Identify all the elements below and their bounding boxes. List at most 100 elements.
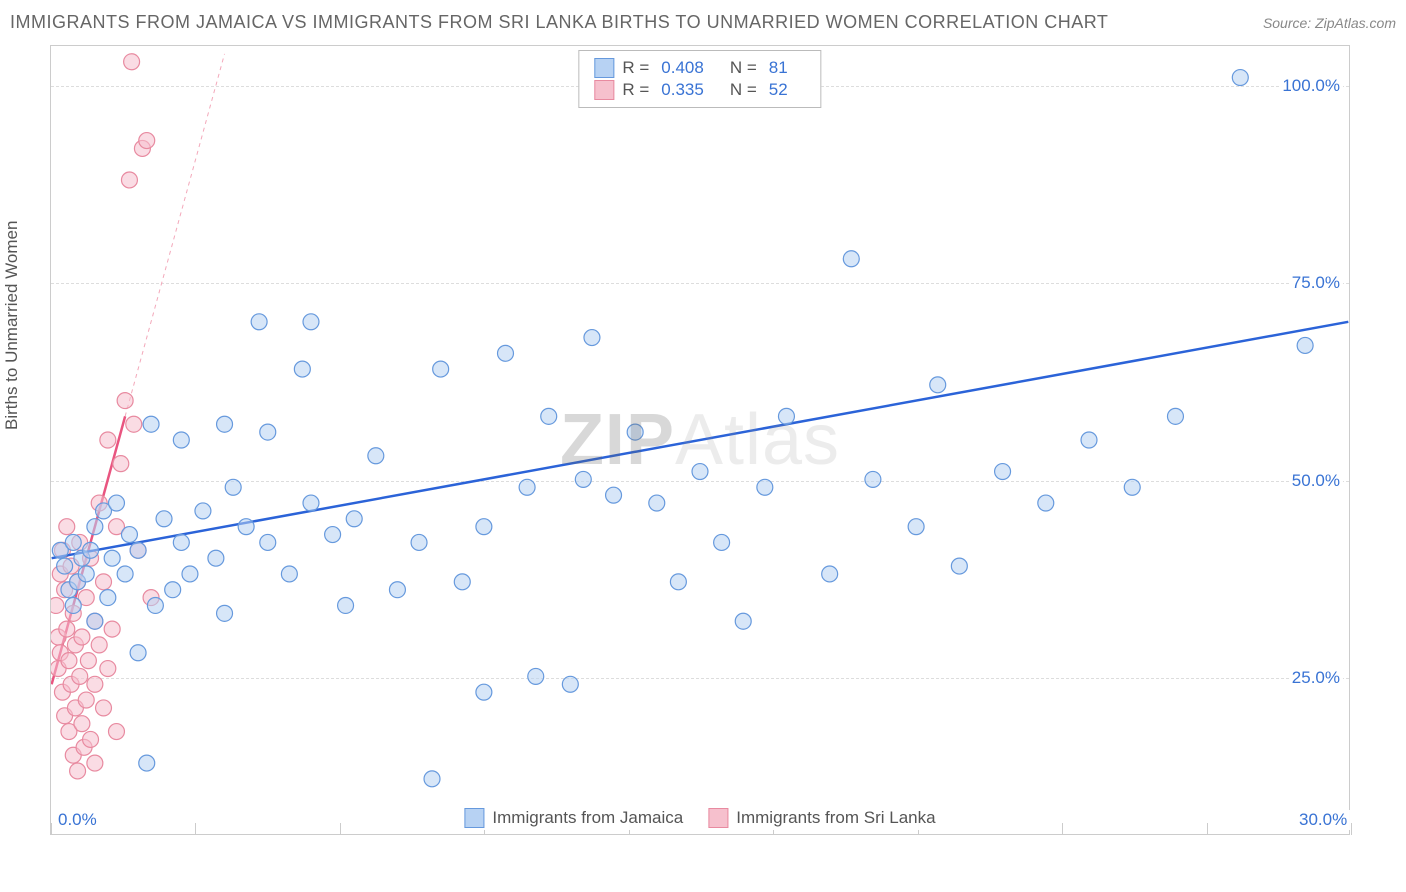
data-point (117, 566, 133, 582)
data-point (584, 330, 600, 346)
legend-stats-row-2: R = 0.335 N = 52 (594, 80, 805, 100)
r-label: R = (622, 80, 649, 100)
y-axis-label: Births to Unmarried Women (2, 221, 22, 430)
data-point (1124, 479, 1140, 495)
legend-series: Immigrants from Jamaica Immigrants from … (456, 806, 943, 830)
data-point (281, 566, 297, 582)
y-tick-label: 75.0% (1289, 273, 1343, 293)
data-point (217, 605, 233, 621)
n-label: N = (730, 80, 757, 100)
data-point (78, 566, 94, 582)
data-point (51, 598, 64, 614)
data-point (843, 251, 859, 267)
data-point (454, 574, 470, 590)
data-point (930, 377, 946, 393)
data-point (670, 574, 686, 590)
data-point (865, 471, 881, 487)
data-point (627, 424, 643, 440)
data-point (83, 731, 99, 747)
data-point (143, 416, 159, 432)
y-tick-label: 100.0% (1279, 76, 1343, 96)
data-point (325, 527, 341, 543)
data-point (251, 314, 267, 330)
x-tick-label: 30.0% (1296, 810, 1350, 830)
data-point (100, 590, 116, 606)
data-point (61, 653, 77, 669)
swatch-srilanka-icon (594, 80, 614, 100)
swatch-jamaica-icon (464, 808, 484, 828)
data-point (303, 495, 319, 511)
data-point (173, 534, 189, 550)
data-point (476, 684, 492, 700)
data-point (368, 448, 384, 464)
data-point (70, 763, 86, 779)
data-point (389, 582, 405, 598)
r-value-srilanka: 0.335 (661, 80, 704, 100)
data-point (113, 456, 129, 472)
data-point (78, 692, 94, 708)
data-point (165, 582, 181, 598)
data-point (528, 668, 544, 684)
data-point (59, 519, 75, 535)
data-point (182, 566, 198, 582)
data-point (778, 408, 794, 424)
data-point (575, 471, 591, 487)
data-point (104, 621, 120, 637)
swatch-jamaica-icon (594, 58, 614, 78)
chart-title: IMMIGRANTS FROM JAMAICA VS IMMIGRANTS FR… (10, 12, 1108, 33)
data-point (995, 464, 1011, 480)
data-point (57, 558, 73, 574)
data-point (126, 416, 142, 432)
data-point (908, 519, 924, 535)
data-point (562, 676, 578, 692)
data-point (173, 432, 189, 448)
data-point (294, 361, 310, 377)
legend-stats: R = 0.408 N = 81 R = 0.335 N = 52 (578, 50, 821, 108)
data-point (87, 613, 103, 629)
data-point (735, 613, 751, 629)
data-point (87, 676, 103, 692)
data-point (1167, 408, 1183, 424)
data-point (338, 598, 354, 614)
data-point (139, 133, 155, 149)
data-point (951, 558, 967, 574)
data-point (65, 534, 81, 550)
data-point (1297, 337, 1313, 353)
data-point (117, 393, 133, 409)
data-point (130, 645, 146, 661)
data-point (121, 172, 137, 188)
data-point (260, 534, 276, 550)
source-attribution: Source: ZipAtlas.com (1263, 15, 1396, 31)
data-point (217, 416, 233, 432)
data-point (1232, 70, 1248, 86)
series-name-srilanka: Immigrants from Sri Lanka (736, 808, 935, 828)
data-point (238, 519, 254, 535)
data-point (225, 479, 241, 495)
n-value-srilanka: 52 (769, 80, 788, 100)
data-point (519, 479, 535, 495)
data-point (80, 653, 96, 669)
scatter-svg (51, 46, 1349, 834)
series-name-jamaica: Immigrants from Jamaica (492, 808, 683, 828)
data-point (74, 629, 90, 645)
data-point (1038, 495, 1054, 511)
r-label: R = (622, 58, 649, 78)
plot-area: ZIPAtlas R = 0.408 N = 81 R = 0.335 N = … (50, 45, 1350, 835)
data-point (156, 511, 172, 527)
data-point (83, 542, 99, 558)
data-point (147, 598, 163, 614)
data-point (260, 424, 276, 440)
data-point (649, 495, 665, 511)
data-point (74, 716, 90, 732)
data-point (109, 724, 125, 740)
data-point (130, 542, 146, 558)
data-point (424, 771, 440, 787)
data-point (59, 621, 75, 637)
y-tick-label: 25.0% (1289, 668, 1343, 688)
data-point (195, 503, 211, 519)
data-point (692, 464, 708, 480)
n-value-jamaica: 81 (769, 58, 788, 78)
data-point (303, 314, 319, 330)
data-point (822, 566, 838, 582)
data-point (714, 534, 730, 550)
